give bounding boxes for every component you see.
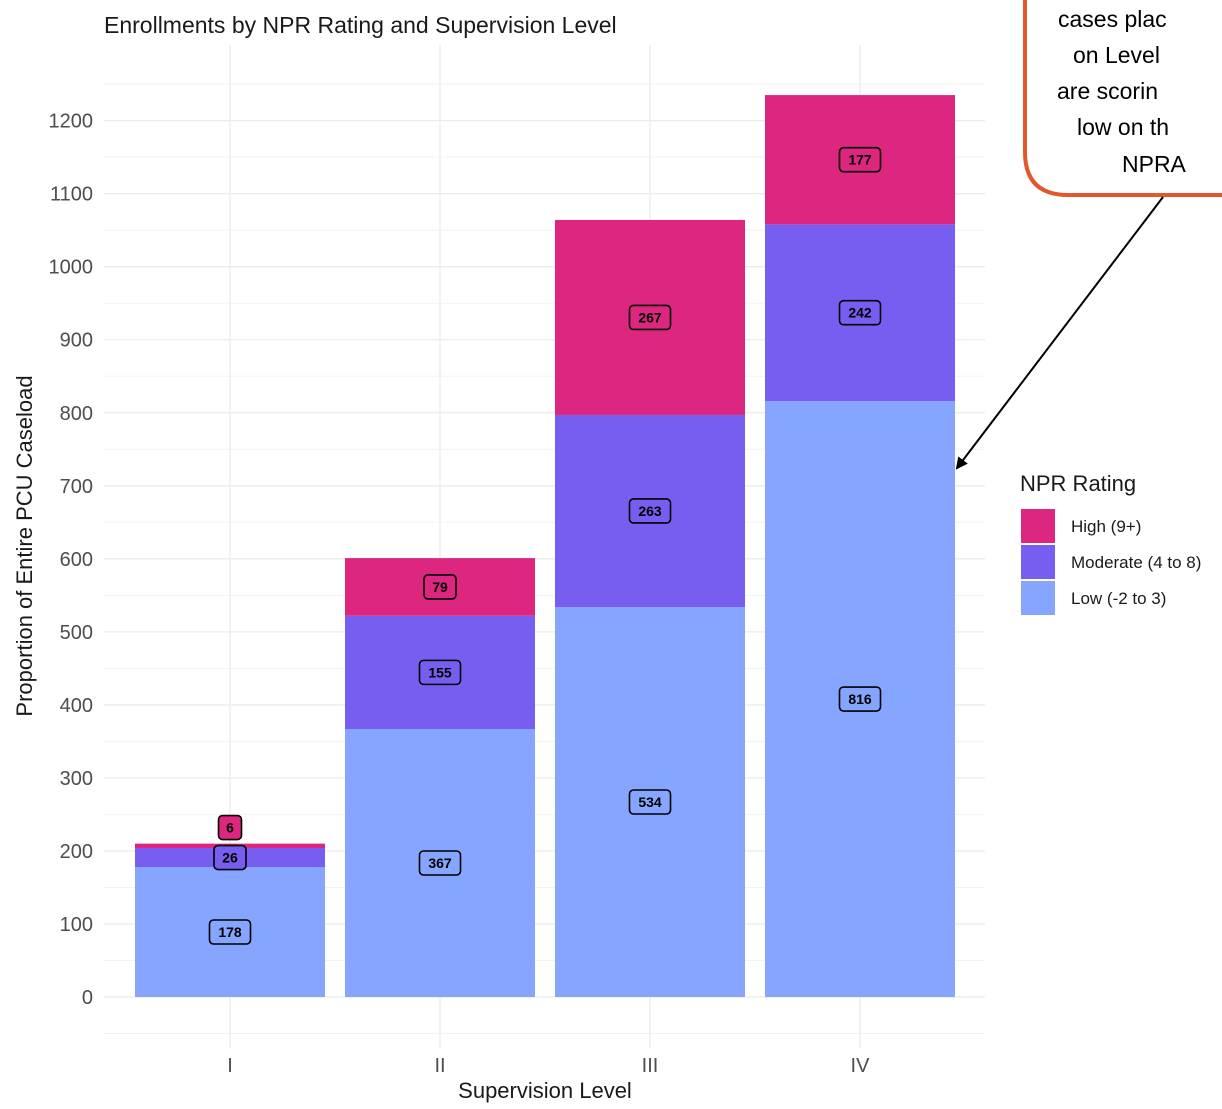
y-tick-label: 1100: [50, 184, 93, 206]
y-tick-label: 400: [60, 695, 93, 717]
data-label-text: 367: [428, 855, 452, 871]
data-label: 263: [628, 498, 672, 524]
x-tick-label: IV: [851, 1055, 871, 1077]
data-label-box: [418, 850, 462, 876]
y-tick-labels: 0 100 200 300 400 500 600 700 800 900 1000 1100 1200: [49, 111, 94, 1009]
data-label-box: [217, 814, 243, 841]
legend: NPR Rating High (9+) Moderate (4 to 8) Low…: [1020, 471, 1201, 615]
data-label: 816: [838, 686, 882, 712]
data-label: 367: [418, 850, 462, 876]
x-tick-label: II: [434, 1055, 445, 1077]
legend-key: [1021, 545, 1055, 579]
data-label-text: 177: [848, 152, 872, 168]
data-label-text: 267: [638, 309, 662, 325]
callout-arrow: [955, 196, 1164, 470]
y-tick-label: 900: [60, 330, 93, 352]
legend-label: High (9+): [1071, 517, 1141, 536]
chart-title: Enrollments by NPR Rating and Supervisio…: [104, 12, 617, 38]
data-label-text: 26: [222, 850, 238, 866]
x-tick-label: III: [642, 1055, 659, 1077]
data-label-box: [628, 789, 672, 815]
y-axis-title: Proportion of Entire PCU Caseload: [12, 375, 37, 716]
legend-label: Low (-2 to 3): [1071, 589, 1166, 608]
y-tick-label: 700: [60, 476, 93, 498]
callout-line-5: NPRA: [1122, 151, 1187, 177]
x-tick-labels: I II III IV: [227, 1055, 870, 1077]
legend-title: NPR Rating: [1020, 471, 1136, 496]
data-label-text: 534: [638, 794, 662, 810]
data-label: 155: [418, 659, 462, 686]
data-label: 79: [423, 574, 457, 600]
callout-line-1: cases plac: [1058, 6, 1167, 32]
data-label-text: 178: [218, 924, 242, 940]
data-label-box: [628, 498, 672, 524]
data-label-box: [423, 574, 457, 600]
y-tick-label: 0: [82, 987, 93, 1009]
data-label: 178: [208, 919, 252, 945]
data-labels: 178 26 6 367 155 79 534 263 267 816 242 177: [208, 146, 882, 945]
y-tick-label: 100: [60, 914, 93, 936]
data-label-box: [838, 299, 882, 326]
data-label: 177: [838, 146, 882, 173]
callout-line-2: on Level: [1073, 42, 1160, 68]
callout-line-4: low on th: [1077, 114, 1169, 140]
data-label-text: 263: [638, 503, 662, 519]
x-tick-label: I: [227, 1055, 233, 1077]
data-label: 534: [628, 789, 672, 815]
data-label: 242: [838, 299, 882, 326]
legend-label: Moderate (4 to 8): [1071, 553, 1201, 572]
data-label-box: [838, 146, 882, 173]
data-label-text: 6: [226, 820, 234, 836]
data-label-box: [418, 659, 462, 686]
legend-key: [1021, 509, 1055, 543]
data-label-text: 155: [428, 664, 452, 680]
x-axis-title: Supervision Level: [458, 1078, 632, 1103]
y-tick-label: 800: [60, 403, 93, 425]
data-label-box: [208, 919, 252, 945]
callout-annotation: cases plac on Level are scorin low on th…: [955, 0, 1222, 470]
data-label: 6: [217, 814, 243, 841]
data-label-box: [838, 686, 882, 712]
callout-box: [1023, 0, 1222, 197]
y-tick-label: 1000: [49, 257, 94, 279]
data-label: 267: [628, 304, 672, 331]
data-label-text: 242: [848, 305, 872, 321]
data-label: 26: [213, 844, 247, 871]
data-label-box: [213, 844, 247, 871]
legend-key: [1021, 581, 1055, 615]
callout-line-3: are scorin: [1057, 78, 1158, 104]
data-label-text: 79: [432, 579, 448, 595]
y-tick-label: 200: [60, 841, 93, 863]
y-tick-label: 1200: [49, 111, 94, 133]
data-label-box: [628, 304, 672, 331]
data-label-text: 816: [848, 691, 872, 707]
y-tick-label: 300: [60, 768, 93, 790]
y-tick-label: 500: [60, 622, 93, 644]
y-tick-label: 600: [60, 549, 93, 571]
